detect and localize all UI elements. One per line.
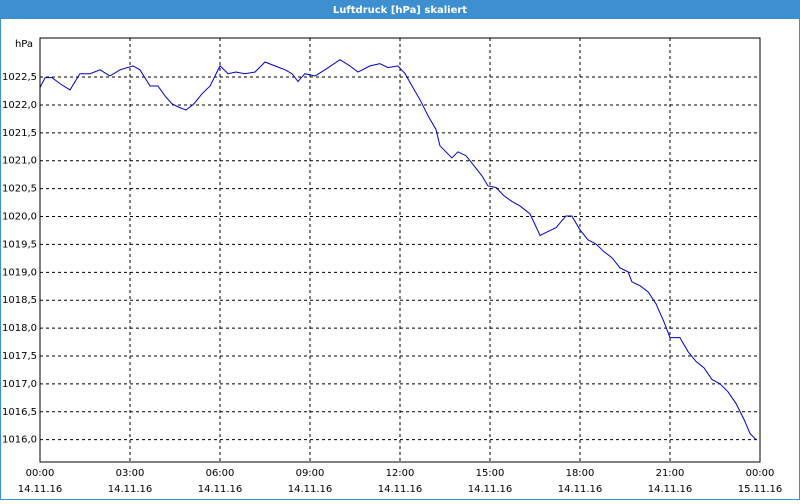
y-tick-label: 1021,5 [2,128,37,139]
x-tick-label: 00:00 [746,468,775,479]
y-tick-label: 1022,0 [2,100,37,111]
x-tick-date: 14.11.16 [378,484,423,495]
plot-border [39,37,761,463]
y-tick-label: 1016,0 [2,435,37,446]
y-axis-label: hPa [15,39,33,50]
x-tick-label: 15:00 [476,468,505,479]
y-tick-label: 1020,5 [2,184,37,195]
x-tick-date: 14.11.16 [468,484,513,495]
x-tick-label: 00:00 [26,468,55,479]
y-tick-label: 1022,5 [2,72,37,83]
data-line [39,59,757,441]
y-tick-label: 1017,0 [2,379,37,390]
y-tick-label: 1019,5 [2,239,37,250]
title-bar [0,0,800,19]
x-tick-date: 14.11.16 [558,484,603,495]
y-tick-label: 1018,0 [2,323,37,334]
x-tick-date: 14.11.16 [18,484,63,495]
x-tick-label: 09:00 [296,468,325,479]
y-tick-label: 1020,0 [2,212,37,223]
x-tick-label: 12:00 [386,468,415,479]
x-tick-date: 14.11.16 [198,484,243,495]
x-tick-date: 14.11.16 [648,484,693,495]
x-tick-date: 14.11.16 [288,484,333,495]
x-tick-label: 03:00 [116,468,145,479]
x-tick-date: 15.11.16 [738,484,783,495]
y-tick-label: 1018,5 [2,295,37,306]
x-tick-label: 06:00 [206,468,235,479]
y-tick-label: 1019,0 [2,267,37,278]
y-tick-label: 1021,0 [2,156,37,167]
y-tick-label: 1017,5 [2,351,37,362]
y-tick-label: 1016,5 [2,407,37,418]
chart-title: Luftdruck [hPa] skaliert [333,5,467,16]
x-tick-label: 21:00 [656,468,685,479]
x-tick-label: 18:00 [566,468,595,479]
x-tick-date: 14.11.16 [108,484,153,495]
